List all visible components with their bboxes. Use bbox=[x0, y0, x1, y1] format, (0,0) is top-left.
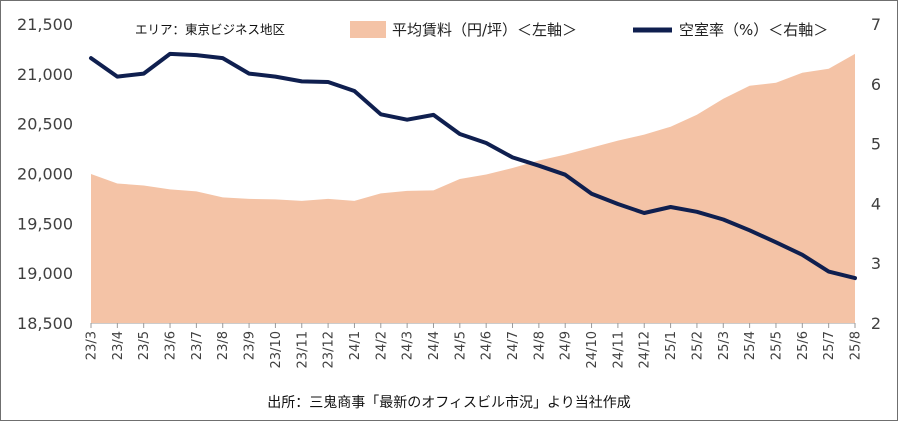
x-axis-tick: 23/9 bbox=[243, 331, 258, 360]
x-axis-tick: 23/3 bbox=[85, 331, 100, 360]
right-axis-ticks: 2 3 4 5 6 7 bbox=[871, 15, 881, 333]
x-axis-tick: 23/12 bbox=[322, 331, 337, 368]
x-axis-tick: 25/7 bbox=[822, 331, 837, 360]
legend: 平均賃料（円/坪）＜左軸＞ 空室率（%）＜右軸＞ bbox=[350, 21, 828, 39]
vacancy-line bbox=[89, 51, 857, 281]
x-axis-tick: 23/6 bbox=[164, 331, 179, 360]
x-axis-tick: 23/11 bbox=[295, 331, 310, 368]
x-axis-tick: 25/8 bbox=[849, 331, 864, 360]
x-axis-tick: 25/1 bbox=[664, 331, 679, 360]
x-axis-tick: 25/4 bbox=[743, 331, 758, 360]
right-axis-tick: 5 bbox=[871, 135, 881, 154]
left-axis-tick: 19,000 bbox=[17, 264, 73, 283]
legend-vacancy-label: 空室率（%）＜右軸＞ bbox=[679, 21, 828, 39]
right-axis-tick: 4 bbox=[871, 194, 881, 213]
x-axis-tick: 24/10 bbox=[585, 331, 600, 368]
x-axis-tick: 24/11 bbox=[611, 331, 626, 368]
right-axis-tick: 7 bbox=[871, 15, 881, 34]
left-axis-tick: 18,500 bbox=[17, 314, 73, 333]
x-axis-tick: 24/2 bbox=[374, 331, 389, 360]
legend-rent-swatch bbox=[350, 21, 386, 38]
x-axis-tick: 23/4 bbox=[111, 331, 126, 360]
x-axis-tick: 25/6 bbox=[796, 331, 811, 360]
left-axis-tick: 19,500 bbox=[17, 214, 73, 233]
right-axis-tick: 2 bbox=[871, 314, 881, 333]
area-label: エリア：東京ビジネス地区 bbox=[135, 22, 285, 37]
right-axis-tick: 6 bbox=[871, 75, 881, 94]
right-axis-tick: 3 bbox=[871, 254, 881, 273]
x-axis-tick: 24/5 bbox=[453, 331, 468, 360]
x-axis-tick: 24/6 bbox=[480, 331, 495, 360]
chart: エリア：東京ビジネス地区 平均賃料（円/坪）＜左軸＞ 空室率（%）＜右軸＞ 18… bbox=[17, 15, 881, 368]
x-axis-ticks: 23/3 23/4 23/5 23/6 23/7 23/8 23/9 23/10 23/11 23… bbox=[85, 323, 864, 368]
plot-area bbox=[89, 51, 857, 324]
rent-area bbox=[91, 53, 855, 324]
legend-rent-label: 平均賃料（円/坪）＜左軸＞ bbox=[392, 21, 577, 39]
left-axis-tick: 20,500 bbox=[17, 115, 73, 134]
x-axis-tick: 25/3 bbox=[717, 331, 732, 360]
x-axis-tick: 24/3 bbox=[401, 331, 416, 360]
x-axis-tick: 24/9 bbox=[559, 331, 574, 360]
x-axis-tick: 24/8 bbox=[532, 331, 547, 360]
x-axis-tick: 23/7 bbox=[190, 331, 205, 360]
left-axis-ticks: 18,500 19,000 19,500 20,000 20,500 21,000 21,5… bbox=[17, 15, 73, 333]
left-axis-tick: 20,000 bbox=[17, 165, 73, 184]
x-axis-tick: 24/4 bbox=[427, 331, 442, 360]
x-axis-tick: 25/2 bbox=[690, 331, 705, 360]
x-axis-tick: 24/12 bbox=[638, 331, 653, 368]
left-axis-tick: 21,500 bbox=[17, 15, 73, 34]
x-axis-tick: 23/10 bbox=[269, 331, 284, 368]
x-axis-tick: 24/7 bbox=[506, 331, 521, 360]
left-axis-tick: 21,000 bbox=[17, 65, 73, 84]
x-axis-tick: 25/5 bbox=[769, 331, 784, 360]
x-axis-tick: 23/5 bbox=[137, 331, 152, 360]
source-note: 出所：三鬼商事「最新のオフィスビル市況」より当社作成 bbox=[267, 395, 631, 411]
x-axis-tick: 23/8 bbox=[216, 331, 231, 360]
x-axis-tick: 24/1 bbox=[348, 331, 363, 360]
